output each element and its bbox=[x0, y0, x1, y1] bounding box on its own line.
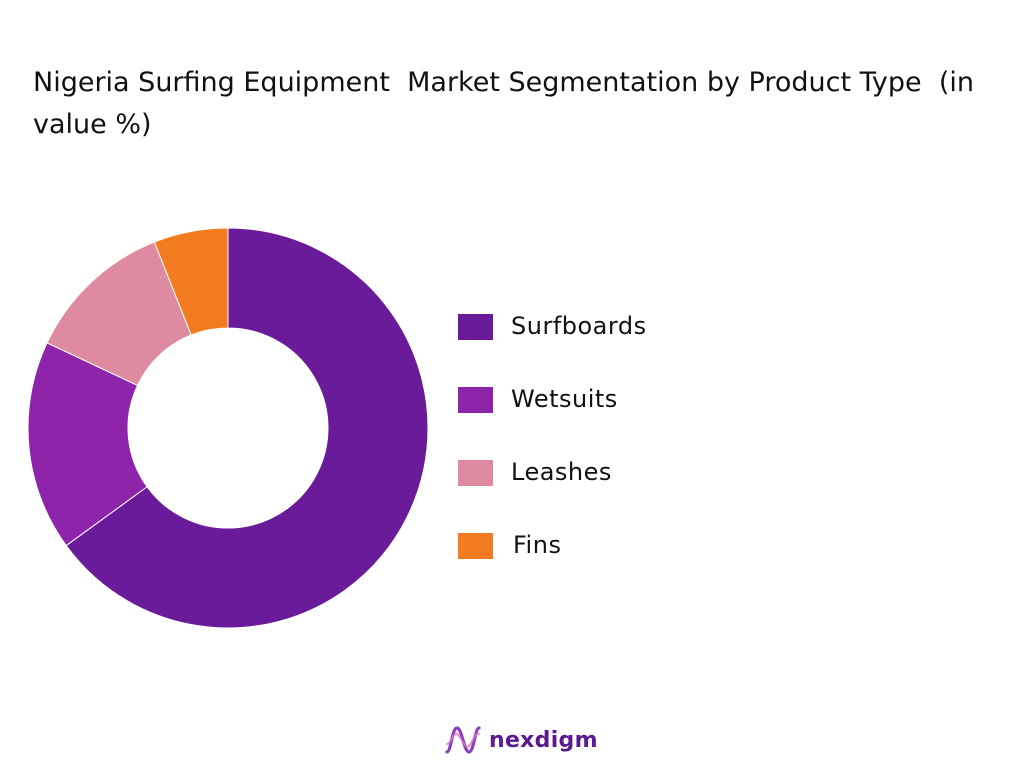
legend-label: Fins bbox=[513, 531, 562, 559]
brand-name: nexdigm bbox=[489, 728, 598, 753]
legend-swatch bbox=[458, 387, 493, 413]
legend-label: Leashes bbox=[511, 458, 612, 486]
legend-swatch bbox=[458, 314, 493, 340]
legend-swatch bbox=[458, 460, 493, 486]
legend-label: Surfboards bbox=[511, 312, 647, 340]
chart-title: Nigeria Surfing Equipment Market Segment… bbox=[33, 67, 983, 140]
donut-slice-surfboards bbox=[65, 227, 429, 629]
legend-swatch bbox=[458, 533, 493, 559]
donut-slice-fins bbox=[153, 227, 229, 336]
donut-slice-wetsuits bbox=[27, 342, 148, 547]
legend-label: Wetsuits bbox=[511, 385, 618, 413]
nexdigm-logo-icon bbox=[445, 726, 481, 754]
donut-slices bbox=[27, 227, 429, 629]
